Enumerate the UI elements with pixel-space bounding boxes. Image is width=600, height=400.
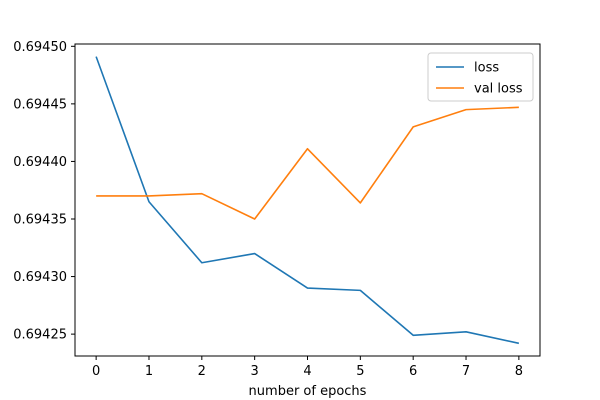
x-tick-label: 2 [198, 364, 206, 379]
y-tick-label: 0.69445 [13, 97, 67, 112]
x-tick-label: 6 [409, 364, 417, 379]
x-tick-label: 8 [515, 364, 523, 379]
x-tick-label: 7 [462, 364, 470, 379]
y-tick-label: 0.69440 [13, 155, 67, 170]
x-tick-label: 4 [303, 364, 311, 379]
y-tick-label: 0.69450 [13, 40, 67, 55]
y-tick-label: 0.69430 [13, 270, 67, 285]
y-tick-label: 0.69435 [13, 212, 67, 227]
legend: loss val loss [427, 52, 534, 102]
x-tick-label: 1 [145, 364, 153, 379]
x-tick-label: 3 [251, 364, 259, 379]
x-tick-label: 0 [92, 364, 100, 379]
legend-entry-label: val loss [474, 82, 523, 97]
legend-box [427, 52, 534, 102]
x-axis-ticks: 0 1 2 3 4 5 6 7 8 [92, 356, 523, 379]
series-line-val-loss [96, 106, 519, 220]
y-axis-ticks: 0.69425 0.69430 0.69435 0.69440 0.69445 0.694… [13, 40, 75, 343]
series-layer [95, 56, 520, 345]
x-axis-label: number of epochs [249, 384, 367, 399]
x-tick-label: 5 [356, 364, 364, 379]
y-tick-label: 0.69425 [13, 328, 67, 343]
legend-entry-label: loss [474, 61, 499, 76]
series-line-loss [95, 56, 520, 345]
